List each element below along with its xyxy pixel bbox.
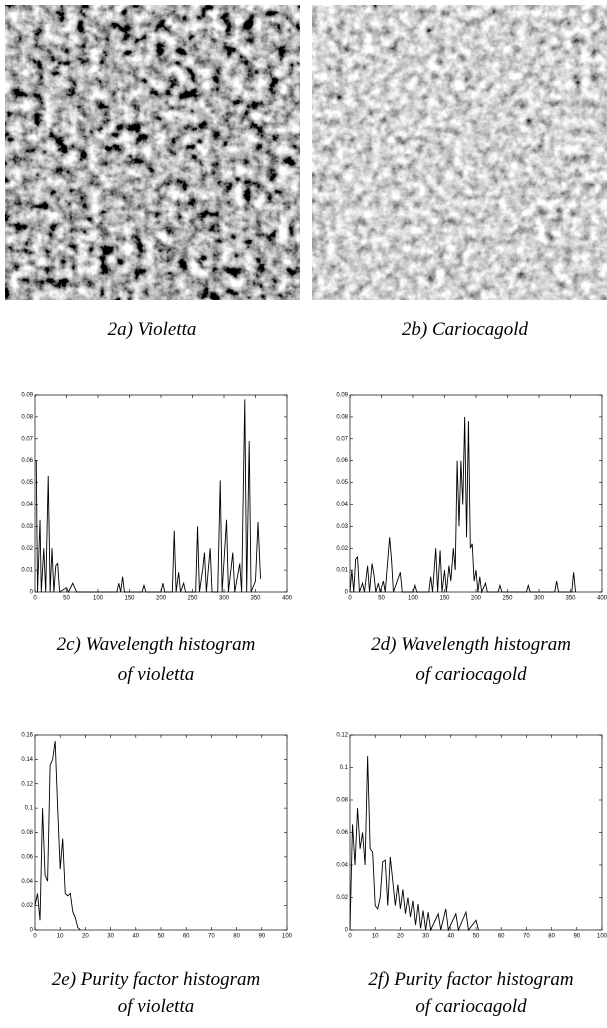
x-tick-label: 20	[82, 934, 89, 940]
y-tick-label: 0.09	[336, 393, 348, 399]
y-tick-label: 0.04	[336, 863, 348, 869]
data-line	[349, 756, 479, 932]
x-tick-label: 100	[408, 596, 419, 602]
y-tick-label: 0.06	[21, 458, 33, 464]
y-tick-label: 0.07	[336, 436, 348, 442]
x-tick-label: 150	[439, 596, 450, 602]
texture-image	[312, 5, 607, 300]
x-tick-label: 60	[183, 934, 190, 940]
x-tick-label: 10	[372, 934, 379, 940]
x-tick-label: 200	[471, 596, 482, 602]
x-tick-label: 250	[502, 596, 513, 602]
y-tick-label: 0.06	[336, 830, 348, 836]
y-tick-label: 0.05	[336, 480, 348, 486]
caption: 2e) Purity factor histogram	[52, 969, 260, 990]
x-tick-label: 50	[473, 934, 480, 940]
x-tick-label: 0	[33, 596, 37, 602]
y-tick-label: 0.08	[21, 830, 33, 836]
x-tick-label: 70	[523, 934, 530, 940]
x-tick-label: 100	[597, 934, 607, 940]
x-tick-label: 100	[282, 934, 293, 940]
y-tick-label: 0.01	[336, 568, 348, 574]
x-tick-label: 10	[57, 934, 64, 940]
texture-image	[5, 5, 300, 300]
data-line	[35, 399, 261, 594]
x-tick-label: 50	[63, 596, 70, 602]
x-tick-label: 30	[107, 934, 114, 940]
x-tick-label: 40	[447, 934, 454, 940]
y-tick-label: 0.04	[21, 502, 33, 508]
x-tick-label: 50	[158, 934, 165, 940]
x-tick-label: 40	[132, 934, 139, 940]
y-tick-label: 0	[30, 590, 34, 596]
y-tick-label: 0.14	[21, 757, 33, 763]
y-tick-label: 0.03	[336, 524, 348, 530]
x-tick-label: 90	[258, 934, 265, 940]
data-line	[349, 416, 576, 594]
caption: 2a) Violetta	[108, 319, 197, 340]
y-tick-label: 0	[30, 928, 34, 934]
y-tick-label: 0.12	[336, 733, 348, 739]
caption: of cariocagold	[415, 996, 527, 1017]
x-tick-label: 50	[378, 596, 385, 602]
x-tick-label: 0	[33, 934, 37, 940]
x-tick-label: 400	[597, 596, 607, 602]
y-tick-label: 0.02	[21, 903, 33, 909]
x-tick-label: 60	[498, 934, 505, 940]
x-tick-label: 80	[548, 934, 555, 940]
y-tick-label: 0.12	[21, 781, 33, 787]
caption: 2f) Purity factor histogram	[368, 969, 573, 990]
plot-frame	[34, 734, 288, 931]
x-tick-label: 400	[282, 596, 293, 602]
y-tick-label: 0.02	[336, 895, 348, 901]
x-tick-label: 0	[348, 934, 352, 940]
x-tick-label: 200	[156, 596, 167, 602]
y-tick-label: 0.08	[336, 414, 348, 420]
data-line	[34, 741, 81, 931]
caption: 2d) Wavelength histogram	[371, 634, 571, 655]
y-tick-label: 0.01	[21, 568, 33, 574]
x-tick-label: 300	[534, 596, 545, 602]
x-tick-label: 70	[208, 934, 215, 940]
caption: of cariocagold	[415, 664, 527, 685]
caption: 2b) Cariocagold	[402, 319, 529, 340]
y-tick-label: 0.02	[21, 546, 33, 552]
y-tick-label: 0.08	[336, 798, 348, 804]
y-tick-label: 0.1	[25, 806, 34, 812]
y-tick-label: 0.07	[21, 436, 33, 442]
caption: of violetta	[118, 664, 195, 685]
caption: 2c) Wavelength histogram	[57, 634, 256, 655]
y-tick-label: 0	[345, 590, 349, 596]
y-tick-label: 0.16	[21, 733, 33, 739]
y-tick-label: 0.04	[21, 879, 33, 885]
y-tick-label: 0.1	[340, 765, 349, 771]
x-tick-label: 250	[187, 596, 198, 602]
y-tick-label: 0.08	[21, 414, 33, 420]
x-tick-label: 150	[124, 596, 135, 602]
y-tick-label: 0.04	[336, 502, 348, 508]
x-tick-label: 350	[565, 596, 576, 602]
x-tick-label: 350	[250, 596, 261, 602]
y-tick-label: 0	[345, 928, 349, 934]
y-tick-label: 0.03	[21, 524, 33, 530]
x-tick-label: 20	[397, 934, 404, 940]
x-tick-label: 90	[573, 934, 580, 940]
x-tick-label: 0	[348, 596, 352, 602]
x-tick-label: 100	[93, 596, 104, 602]
caption: of violetta	[118, 996, 195, 1017]
x-tick-label: 300	[219, 596, 230, 602]
x-tick-label: 80	[233, 934, 240, 940]
y-tick-label: 0.09	[21, 393, 33, 399]
x-tick-label: 30	[422, 934, 429, 940]
plot-frame	[34, 394, 288, 593]
y-tick-label: 0.02	[336, 546, 348, 552]
y-tick-label: 0.05	[21, 480, 33, 486]
y-tick-label: 0.06	[336, 458, 348, 464]
y-tick-label: 0.06	[21, 854, 33, 860]
